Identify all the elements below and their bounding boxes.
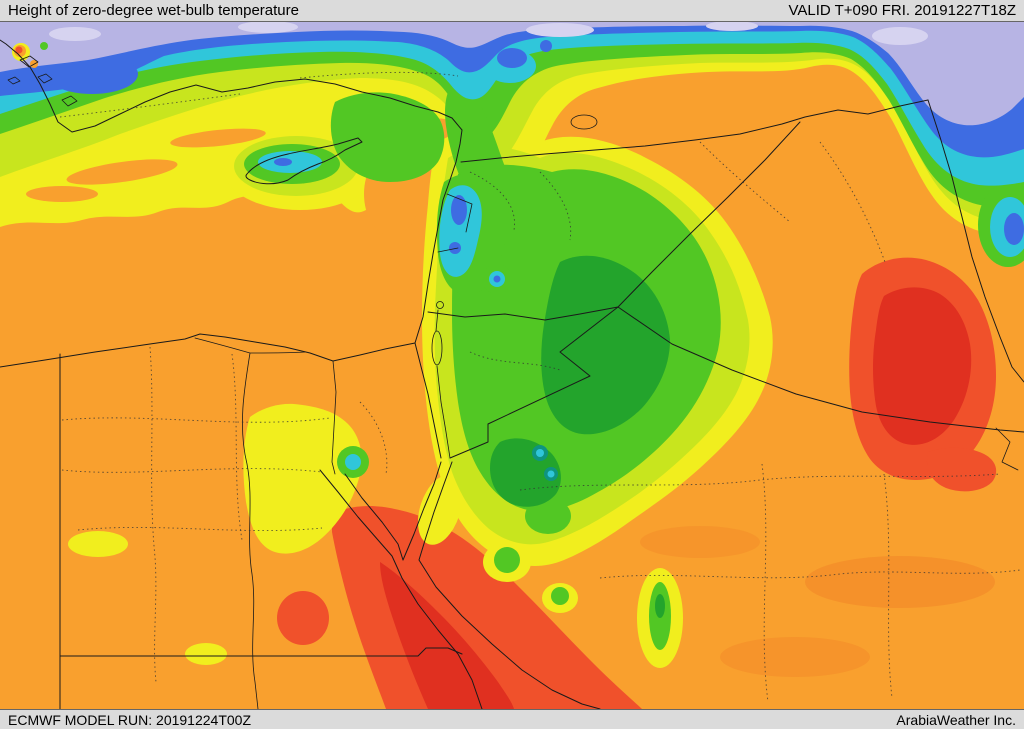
contour-blue-dip-spot (540, 40, 552, 52)
gulf-of-aqaba-west-coast (402, 461, 442, 561)
border-egypt-sudan (59, 647, 463, 657)
border-iraq-saudi (617, 306, 1024, 433)
field-orange-streak-over-yellow (26, 186, 98, 202)
dead-sea (431, 330, 443, 366)
contour-green-ne-cyprus (330, 92, 445, 182)
dotted-boundary (59, 71, 459, 118)
contour-purple-light-speck (872, 27, 928, 45)
field-orange-streak-over-yellow (170, 128, 266, 148)
dotted-admin-boundaries (59, 71, 1021, 703)
contour-purple-light-speck (526, 23, 594, 37)
field-orange-streak-over-yellow (66, 159, 178, 185)
turkey-lake (570, 114, 598, 130)
contour-aegean-warm-speck (15, 46, 23, 54)
contour-red-redsea-core (380, 562, 514, 709)
dotted-boundary (519, 473, 1001, 491)
suez-canal (331, 360, 337, 475)
dotted-boundary (77, 526, 323, 532)
contour-yellowgreen-north-band (0, 22, 1024, 221)
mediterranean-coastline (0, 39, 463, 368)
footer-bar: ECMWF MODEL RUN: 20191224T00Z ArabiaWeat… (0, 709, 1024, 729)
contour-green-coast-spot (494, 547, 520, 573)
border-jordan-valley (435, 309, 451, 459)
contour-red-sw-spot (277, 591, 329, 645)
contour-darkgreen-south-dot (655, 594, 665, 618)
cyprus-coastline (245, 137, 363, 185)
dotted-boundary (599, 569, 1021, 579)
contour-blue-cyprus-core (274, 158, 292, 166)
valid-time-label: VALID T+090 FRI. 20191227T18Z (788, 1, 1017, 19)
dotted-boundary (761, 463, 769, 703)
border-kuwait (995, 427, 1019, 471)
border-turkey-syria-iraq (460, 99, 929, 163)
dotted-boundary (469, 171, 572, 241)
dotted-boundary (359, 401, 388, 475)
contour-aegean-warm-speck (40, 42, 48, 50)
sea-of-galilee (436, 301, 444, 309)
border-lebanon (437, 193, 473, 253)
contour-green-coast-spot (551, 587, 569, 605)
weather-map (0, 22, 1024, 709)
nile-river (194, 337, 306, 709)
attribution-label: ArabiaWeather Inc. (896, 711, 1016, 728)
dotted-boundary (883, 473, 893, 699)
border-iraq-iran (927, 99, 1024, 383)
dotted-boundary (469, 351, 561, 371)
field-orange-dark-streak (640, 526, 760, 558)
contour-darkgreen-core (541, 255, 670, 435)
border-syria-iraq (617, 121, 801, 308)
country-borders (59, 99, 1024, 709)
contour-purple-light-speck (238, 22, 298, 33)
coastlines (0, 39, 601, 709)
header-bar: Height of zero-degree wet-bulb temperatu… (0, 0, 1024, 22)
gulf-of-aqaba-east-red-sea-saudi-coast (418, 461, 601, 709)
contour-blue-spot-core (493, 275, 501, 283)
contour-yellow-sw-spot (68, 531, 128, 557)
dotted-boundary (699, 141, 886, 263)
contour-blue-dip-spot (497, 48, 527, 68)
dotted-boundary (61, 468, 323, 473)
contour-blue-lebanon-core (449, 242, 461, 254)
contour-cyan-sinai-spot (345, 454, 361, 470)
contour-cyan-teal-inner (536, 449, 544, 457)
model-run-label: ECMWF MODEL RUN: 20191224T00Z (8, 711, 251, 728)
contour-cyan-teal-inner (547, 470, 555, 478)
gulf-of-suez-west-red-sea-egypt-coast (319, 469, 483, 709)
contour-field (0, 22, 1024, 709)
contour-green-south-finger (525, 498, 571, 534)
contour-red-east-lobe (926, 447, 997, 492)
aegean-islands (7, 55, 78, 107)
contour-purple-light-speck (49, 27, 101, 41)
contour-yellow-sinai (243, 403, 362, 554)
dotted-boundary (149, 346, 157, 683)
border-egypt-israel (414, 342, 442, 459)
border-jordan-saudi (449, 306, 619, 459)
contour-purple-light-speck (706, 22, 758, 31)
contour-blue-right-edge-core (1004, 213, 1024, 245)
field-orange-dark-streak (720, 637, 870, 677)
gulf-of-suez-east-coast (344, 473, 404, 561)
contour-red-east-core (873, 287, 972, 445)
contour-blue-west-bulge (46, 54, 138, 94)
contour-yellow-sw-spot (185, 643, 227, 665)
contour-blue-lebanon-core (451, 195, 467, 225)
map-title: Height of zero-degree wet-bulb temperatu… (8, 1, 299, 19)
border-syria-jordan (427, 306, 619, 321)
field-orange-dark-streak (805, 556, 995, 608)
